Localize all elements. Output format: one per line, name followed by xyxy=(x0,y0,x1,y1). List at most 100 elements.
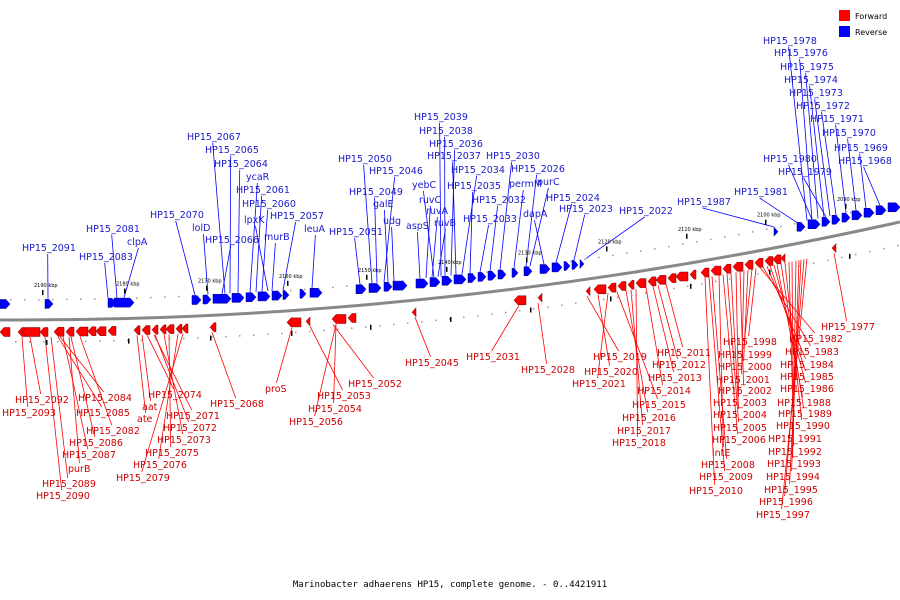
forward-label-leader xyxy=(44,336,63,491)
reverse-gene-label: HP15_1987 xyxy=(677,197,731,208)
reverse-label-leader xyxy=(479,224,489,273)
forward-gene-label: HP15_1992 xyxy=(768,447,822,458)
forward-gene-label: HP15_2090 xyxy=(36,491,90,502)
reverse-gene-arrow xyxy=(383,282,393,292)
reverse-label-leader xyxy=(847,138,857,211)
reverse-label-leader xyxy=(555,203,572,263)
forward-gene-label: HP15_2076 xyxy=(133,460,187,471)
forward-gene-label: HP15_2006 xyxy=(712,435,766,446)
forward-gene-label: purB xyxy=(68,464,90,475)
forward-gene-arrow xyxy=(780,253,786,264)
forward-gene-arrow xyxy=(286,317,302,328)
reverse-gene-arrow xyxy=(429,277,441,287)
reverse-gene-label: HP15_2037 xyxy=(427,151,481,162)
reverse-gene-label: HP15_1970 xyxy=(822,128,876,139)
forward-gene-arrow xyxy=(655,275,667,285)
forward-gene-label: HP15_2053 xyxy=(317,391,371,402)
reverse-gene-arrow xyxy=(875,205,887,215)
scale-tick-label: 2150 kbp xyxy=(358,268,382,274)
reverse-gene-arrow xyxy=(202,294,212,305)
forward-gene-label: HP15_2073 xyxy=(157,435,211,446)
reverse-label-leader xyxy=(374,197,378,283)
forward-gene-arrow xyxy=(831,242,837,254)
forward-gene-label: HP15_2085 xyxy=(76,408,130,419)
forward-label-leader xyxy=(726,273,739,423)
forward-gene-label: HP15_1991 xyxy=(768,434,822,445)
reverse-gene-label: HP15_1972 xyxy=(796,101,850,112)
forward-label-leader xyxy=(68,336,80,464)
forward-gene-arrow xyxy=(744,259,754,270)
reverse-gene-label: udg xyxy=(383,216,401,227)
reverse-label-leader xyxy=(799,58,813,220)
reverse-label-leader xyxy=(229,155,232,294)
reverse-gene-label: HP15_2033 xyxy=(463,214,517,225)
reverse-label-leader xyxy=(469,191,473,274)
scale-tick-label: 2190 kbp xyxy=(34,283,58,289)
legend-forward-swatch xyxy=(839,10,850,21)
forward-gene-arrow xyxy=(722,263,732,274)
forward-label-leader xyxy=(635,288,638,438)
forward-gene-arrow xyxy=(53,327,65,337)
forward-gene-label: HP15_2020 xyxy=(584,367,638,378)
forward-label-leader xyxy=(657,285,678,360)
reverse-label-leader xyxy=(439,122,442,277)
reverse-gene-label: HP15_2023 xyxy=(559,204,613,215)
reverse-label-leader xyxy=(417,231,421,279)
reverse-label-leader xyxy=(788,164,813,220)
scale-tick xyxy=(610,296,612,302)
reverse-gene-label: HP15_2065 xyxy=(205,145,259,156)
forward-label-leader xyxy=(163,334,184,435)
forward-label-leader xyxy=(741,270,745,375)
reverse-gene-arrow xyxy=(571,260,579,270)
reverse-label-leader xyxy=(391,226,395,282)
reverse-gene-label: yebC xyxy=(412,180,436,191)
forward-gene-label: HP15_1994 xyxy=(766,472,820,483)
reverse-gene-label: HP15_2022 xyxy=(619,206,673,217)
reverse-gene-label: HP15_1975 xyxy=(780,62,834,73)
scale-tick-label: 2180 kbp xyxy=(116,282,140,288)
scale-tick-label: 2100 kbp xyxy=(757,213,781,219)
reverse-label-leader xyxy=(271,242,276,291)
forward-gene-label: HP15_2071 xyxy=(166,411,220,422)
reverse-gene-label: HP15_2050 xyxy=(338,154,392,165)
scale-tick xyxy=(206,285,208,291)
scale-tick xyxy=(366,274,368,280)
forward-label-leader xyxy=(735,272,739,398)
reverse-label-leader xyxy=(354,237,361,285)
forward-label-leader xyxy=(833,253,847,322)
reverse-gene-label: HP15_2064 xyxy=(214,159,268,170)
reverse-gene-label: HP15_2091 xyxy=(22,243,76,254)
scale-tick-label: 2140 kbp xyxy=(438,260,462,266)
forward-gene-label: HP15_2089 xyxy=(42,479,96,490)
reverse-gene-label: HP15_2039 xyxy=(414,112,468,123)
scale-tick-label: 2170 kbp xyxy=(198,279,222,285)
reverse-gene-label: HP15_1971 xyxy=(810,114,864,125)
forward-label-leader xyxy=(762,266,811,347)
map-caption: Marinobacter adhaerens HP15, complete ge… xyxy=(293,580,607,590)
reverse-gene-label: leuA xyxy=(304,224,326,235)
label-leader-lines xyxy=(21,46,881,510)
forward-label-leader xyxy=(333,324,337,404)
reverse-label-leader xyxy=(821,111,837,215)
forward-label-leader xyxy=(711,276,727,460)
forward-gene-label: HP15_1985 xyxy=(780,372,834,383)
scale-tick xyxy=(370,324,372,330)
forward-gene-arrow xyxy=(133,325,141,335)
reverse-gene-label: HP15_2049 xyxy=(349,187,403,198)
legend-reverse-label: Reverse xyxy=(855,28,887,37)
forward-gene-arrow xyxy=(732,261,744,272)
forward-gene-arrow xyxy=(181,323,189,334)
forward-label-leader xyxy=(70,336,96,438)
reverse-gene-arrow xyxy=(271,290,283,301)
forward-gene-label: HP15_1990 xyxy=(776,421,830,432)
forward-label-leader xyxy=(50,336,69,479)
forward-label-leader xyxy=(537,302,547,365)
reverse-label-leader xyxy=(282,221,296,291)
forward-gene-label: HP15_1997 xyxy=(756,510,810,521)
reverse-label-leader xyxy=(534,219,545,265)
reverse-gene-label: HP15_2024 xyxy=(546,193,600,204)
reverse-label-leader xyxy=(311,234,316,289)
forward-gene-label: HP15_2093 xyxy=(2,408,56,419)
reverse-gene-label: HP15_2081 xyxy=(86,224,140,235)
